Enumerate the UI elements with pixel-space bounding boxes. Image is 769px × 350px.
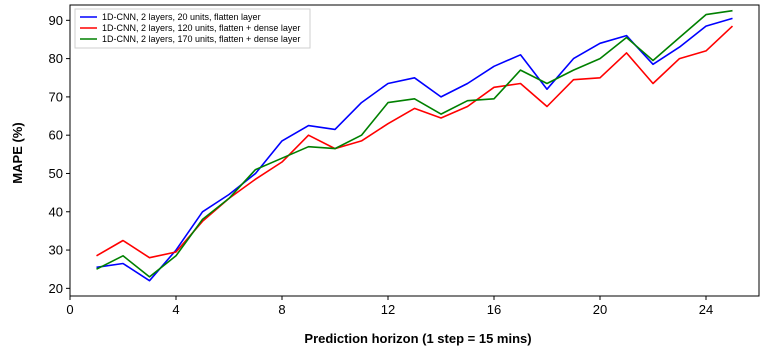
series-line-1 [96, 17, 733, 282]
x-tick-label-20: 20 [593, 302, 607, 317]
plot-area [96, 9, 734, 282]
legend-entry-2: 1D-CNN, 2 layers, 120 units, flatten + d… [102, 23, 300, 33]
y-tick-label-90: 90 [49, 13, 63, 28]
x-tick-label-4: 4 [172, 302, 179, 317]
legend-entry-3: 1D-CNN, 2 layers, 170 units, flatten + d… [102, 34, 300, 44]
x-tick-label-0: 0 [66, 302, 73, 317]
legend-entry-1: 1D-CNN, 2 layers, 20 units, flatten laye… [102, 12, 261, 22]
series-line-2 [96, 25, 734, 259]
y-tick-label-30: 30 [49, 243, 63, 258]
y-tick-label-20: 20 [49, 281, 63, 296]
x-axis-title: Prediction horizon (1 step = 15 mins) [304, 331, 531, 346]
y-tick-label-40: 40 [49, 204, 63, 219]
y-axis-title: MAPE (%) [10, 122, 25, 183]
x-tick-label-24: 24 [699, 302, 713, 317]
plot-frame [69, 4, 760, 297]
x-tick-label-16: 16 [487, 302, 501, 317]
y-tick-label-70: 70 [49, 89, 63, 104]
y-tick-label-60: 60 [49, 128, 63, 143]
legend: 1D-CNN, 2 layers, 20 units, flatten laye… [74, 8, 311, 49]
x-tick-label-8: 8 [278, 302, 285, 317]
series-line-3 [96, 9, 733, 278]
y-tick-label-50: 50 [49, 166, 63, 181]
x-tick-label-12: 12 [381, 302, 395, 317]
axes: 0 4 8 12 16 20 24 20 30 40 50 60 70 80 90 [49, 4, 760, 317]
legend-box [74, 8, 311, 49]
y-tick-label-80: 80 [49, 51, 63, 66]
